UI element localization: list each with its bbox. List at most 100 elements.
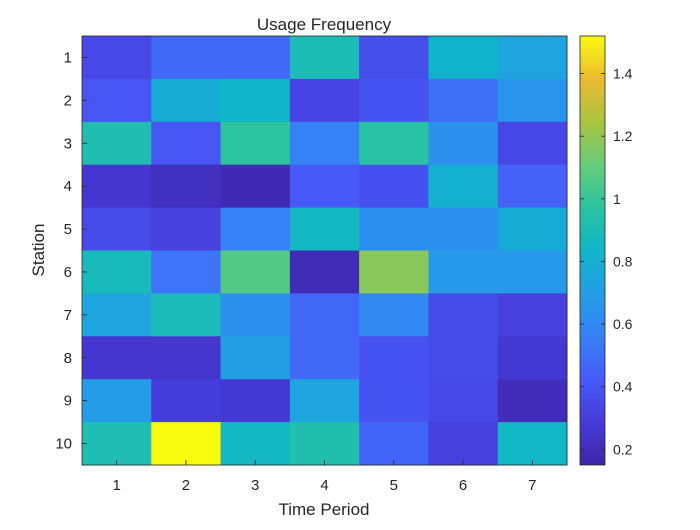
heatmap-cell bbox=[289, 207, 360, 251]
colorbar-tick-label: 0.2 bbox=[613, 441, 633, 457]
x-tick-label: 1 bbox=[112, 477, 120, 494]
heatmap-cell bbox=[151, 379, 222, 423]
heatmap-cell bbox=[428, 164, 499, 209]
heatmap-cell bbox=[289, 36, 360, 80]
heatmap-cell bbox=[151, 164, 222, 209]
heatmap-cell bbox=[359, 78, 429, 123]
heatmap-cell bbox=[220, 422, 291, 466]
y-tick-label: 9 bbox=[64, 393, 72, 410]
heatmap-cell bbox=[359, 293, 429, 337]
heatmap-cell bbox=[82, 164, 152, 209]
heatmap-cell bbox=[428, 379, 499, 423]
colorbar-tick-label: 1.4 bbox=[613, 66, 633, 82]
heatmap-cell bbox=[220, 78, 291, 123]
heatmap-cell bbox=[289, 379, 360, 423]
heatmap-cell bbox=[497, 207, 568, 251]
heatmap-cell bbox=[359, 379, 429, 423]
colorbar-tick-label: 0.6 bbox=[613, 316, 633, 332]
heatmap-cell bbox=[428, 336, 499, 380]
heatmap-cell bbox=[289, 78, 360, 123]
heatmap-cell bbox=[82, 36, 152, 80]
heatmap-cell bbox=[220, 207, 291, 251]
heatmap-cell bbox=[359, 336, 429, 380]
heatmap-cell bbox=[497, 164, 568, 209]
y-tick-label: 10 bbox=[55, 436, 72, 453]
heatmap-cell bbox=[220, 164, 291, 209]
y-axis-label: Station bbox=[29, 224, 48, 277]
x-tick-label: 5 bbox=[390, 477, 398, 494]
heatmap-cell bbox=[497, 121, 568, 166]
heatmap-cell bbox=[82, 379, 152, 423]
y-tick-label: 3 bbox=[64, 135, 72, 152]
heatmap-cell bbox=[428, 36, 499, 80]
heatmap-cell bbox=[359, 422, 429, 466]
heatmap-cell bbox=[220, 379, 291, 423]
heatmap-cell bbox=[428, 78, 499, 123]
heatmap-cell bbox=[289, 336, 360, 380]
heatmap-cell bbox=[151, 36, 222, 80]
heatmap-cell bbox=[497, 422, 568, 466]
heatmap-cell bbox=[151, 207, 222, 251]
heatmap-cell bbox=[359, 121, 429, 166]
y-tick-label: 4 bbox=[64, 178, 72, 195]
x-axis-label: Time Period bbox=[278, 500, 369, 519]
colorbar-tick-label: 0.8 bbox=[613, 253, 633, 269]
x-tick-label: 2 bbox=[182, 477, 190, 494]
heatmap-cell bbox=[151, 293, 222, 337]
heatmap-cell bbox=[82, 422, 152, 466]
x-axis-ticks: 1 2 3 4 5 6 7 bbox=[112, 460, 537, 494]
heatmap-cell bbox=[220, 293, 291, 337]
heatmap-cell bbox=[428, 422, 499, 466]
heatmap-cell bbox=[289, 250, 360, 294]
heatmap-cell bbox=[359, 207, 429, 251]
heatmap-cell bbox=[428, 207, 499, 251]
heatmap-cell bbox=[220, 36, 291, 80]
heatmap-cell bbox=[497, 336, 568, 380]
heatmap-cell bbox=[151, 250, 222, 294]
heatmap-cell bbox=[497, 293, 568, 337]
x-tick-label: 4 bbox=[320, 477, 328, 494]
x-tick-label: 3 bbox=[251, 477, 259, 494]
y-tick-label: 5 bbox=[64, 221, 72, 238]
x-tick-label: 6 bbox=[459, 477, 467, 494]
heatmap-cell bbox=[151, 78, 222, 123]
heatmap-cell bbox=[220, 121, 291, 166]
heatmap-cell bbox=[151, 336, 222, 380]
heatmap-cell bbox=[151, 121, 222, 166]
heatmap-cell bbox=[428, 250, 499, 294]
heatmap-cell bbox=[359, 164, 429, 209]
y-axis-ticks: 1 2 3 4 5 6 7 8 9 10 bbox=[55, 49, 87, 453]
heatmap-cell bbox=[151, 422, 222, 466]
heatmap-cell bbox=[82, 207, 152, 251]
colorbar-tick-label: 0.4 bbox=[613, 379, 633, 395]
heatmap-cell bbox=[497, 379, 568, 423]
heatmap-cell bbox=[289, 164, 360, 209]
heatmap-cell bbox=[497, 250, 568, 294]
colorbar-ticks: 0.2 0.4 0.6 0.8 1 1.2 1.4 bbox=[580, 66, 633, 457]
y-tick-label: 7 bbox=[64, 307, 72, 324]
heatmap-cell bbox=[82, 121, 152, 166]
heatmap-cell bbox=[359, 36, 429, 80]
heatmap-cell bbox=[289, 422, 360, 466]
y-tick-label: 6 bbox=[64, 264, 72, 281]
y-tick-label: 8 bbox=[64, 350, 72, 367]
heatmap-cell bbox=[82, 336, 152, 380]
heatmap-cell bbox=[220, 336, 291, 380]
heatmap-cell bbox=[428, 293, 499, 337]
heatmap-cell bbox=[428, 121, 499, 166]
heatmap-cell bbox=[220, 250, 291, 294]
heatmap-cell bbox=[289, 293, 360, 337]
heatmap-cell bbox=[359, 250, 429, 294]
heatmap-cell bbox=[82, 293, 152, 337]
colorbar-tick-label: 1.2 bbox=[613, 128, 633, 144]
chart-title: Usage Frequency bbox=[257, 15, 392, 34]
colorbar bbox=[579, 35, 606, 466]
heatmap-cell bbox=[82, 78, 152, 123]
colorbar-tick-label: 1 bbox=[613, 191, 621, 207]
heatmap-cell bbox=[82, 250, 152, 294]
heatmap-cells bbox=[82, 36, 568, 466]
heatmap-cell bbox=[497, 78, 568, 123]
y-tick-label: 1 bbox=[64, 49, 72, 66]
heatmap-cell bbox=[289, 121, 360, 166]
